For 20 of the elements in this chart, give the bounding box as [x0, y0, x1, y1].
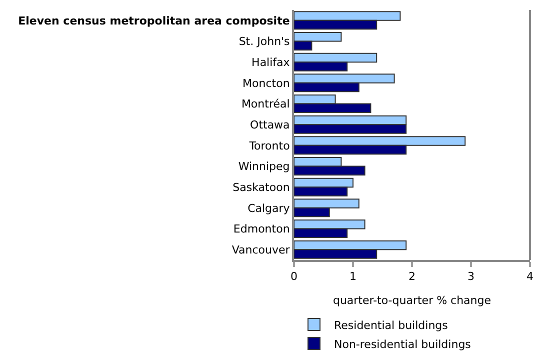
y-tick-label: Calgary [248, 202, 290, 215]
y-tick-label: St. John's [238, 35, 290, 48]
y-tick-label: Saskatoon [232, 180, 290, 194]
y-tick-label: Vancouver [232, 243, 290, 256]
x-tick-label: 3 [468, 270, 474, 284]
y-tick-label: Montréal [241, 98, 290, 111]
y-tick-label: Halifax [252, 56, 290, 69]
x-tick-label: 0 [290, 270, 298, 284]
y-tick-label: Winnipeg [238, 160, 290, 174]
y-tick-label: Toronto [248, 139, 290, 152]
y-tick-label: Ottawa [250, 118, 290, 132]
legend-label: Non-residential buildings [334, 338, 472, 351]
x-tick-label: 4 [526, 270, 534, 284]
y-tick-label: Moncton [242, 76, 290, 90]
y-tick-label: Edmonton [233, 222, 290, 236]
y-tick-label: Eleven census metropolitan area composite [18, 14, 290, 28]
x-tick-label: 1 [350, 270, 356, 284]
x-tick-label: 2 [408, 270, 416, 284]
legend-label: Residential buildings [334, 318, 448, 332]
x-axis-title: quarter-to-quarter % change [332, 294, 492, 307]
